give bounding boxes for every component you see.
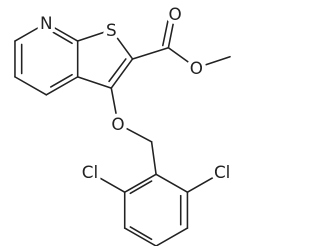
structure-diagram: N S O O O Cl Cl xyxy=(14,0,234,246)
atom-label: Cl xyxy=(82,162,98,182)
atom-label: O xyxy=(111,114,124,134)
atom-label: N xyxy=(40,13,53,33)
atom-label: O xyxy=(169,4,182,24)
atom-label: S xyxy=(106,20,117,40)
bonds: N S O O O Cl Cl xyxy=(14,0,234,246)
atom-label: O xyxy=(190,58,203,78)
atom-label: Cl xyxy=(214,162,230,182)
